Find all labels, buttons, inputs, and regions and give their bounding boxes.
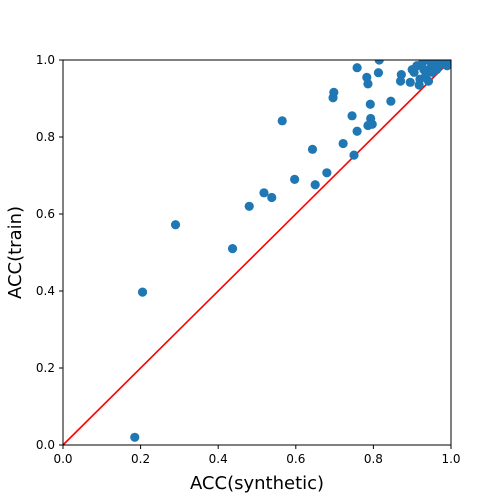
data-points: [130, 60, 451, 442]
x-tick-label: 0.6: [286, 452, 305, 466]
y-tick-label: 1.0: [36, 53, 55, 67]
y-tick-label: 0.8: [36, 130, 55, 144]
y-tick-label: 0.6: [36, 207, 55, 221]
data-point: [352, 63, 362, 73]
data-point: [267, 192, 277, 203]
axis-ticks: 0.0 0.2 0.4 0.6 0.8 1.0 0.0 0.2 0.4 0.6 0.8 1.0: [36, 53, 461, 466]
data-point: [310, 180, 320, 190]
y-axis-label: ACC(train): [5, 206, 26, 299]
y-tick-label: 0.0: [36, 438, 55, 452]
data-point: [445, 60, 451, 67]
axes-frame: [62, 59, 452, 446]
data-point: [349, 150, 359, 160]
data-point: [386, 96, 396, 106]
y-tick-label: 0.4: [36, 284, 55, 298]
x-tick-label: 1.0: [441, 452, 460, 466]
data-point: [367, 119, 377, 129]
data-point: [259, 188, 269, 198]
data-point: [352, 126, 362, 136]
x-tick-label: 0.4: [209, 452, 228, 466]
data-point: [277, 116, 287, 126]
data-point: [329, 87, 339, 97]
data-point: [290, 174, 300, 184]
data-point: [374, 60, 384, 65]
reference-line: [62, 59, 452, 446]
data-point: [396, 70, 406, 80]
data-point: [244, 201, 254, 211]
plot-area: [62, 59, 452, 446]
data-point: [227, 244, 238, 254]
data-point: [338, 138, 348, 149]
x-tick-label: 0.8: [364, 452, 383, 466]
data-point: [170, 220, 181, 230]
y-tick-label: 0.2: [36, 361, 55, 375]
x-tick-label: 0.0: [53, 452, 72, 466]
data-point: [307, 144, 318, 154]
data-point: [373, 68, 384, 78]
data-point: [363, 79, 373, 89]
data-point: [130, 432, 140, 442]
x-axis-label: ACC(synthetic): [190, 473, 324, 494]
data-point: [405, 77, 415, 87]
data-point: [347, 111, 357, 121]
data-point: [322, 168, 332, 178]
x-tick-label: 0.2: [131, 452, 150, 466]
data-point: [137, 287, 148, 297]
data-point: [423, 76, 434, 86]
data-point: [365, 99, 375, 109]
